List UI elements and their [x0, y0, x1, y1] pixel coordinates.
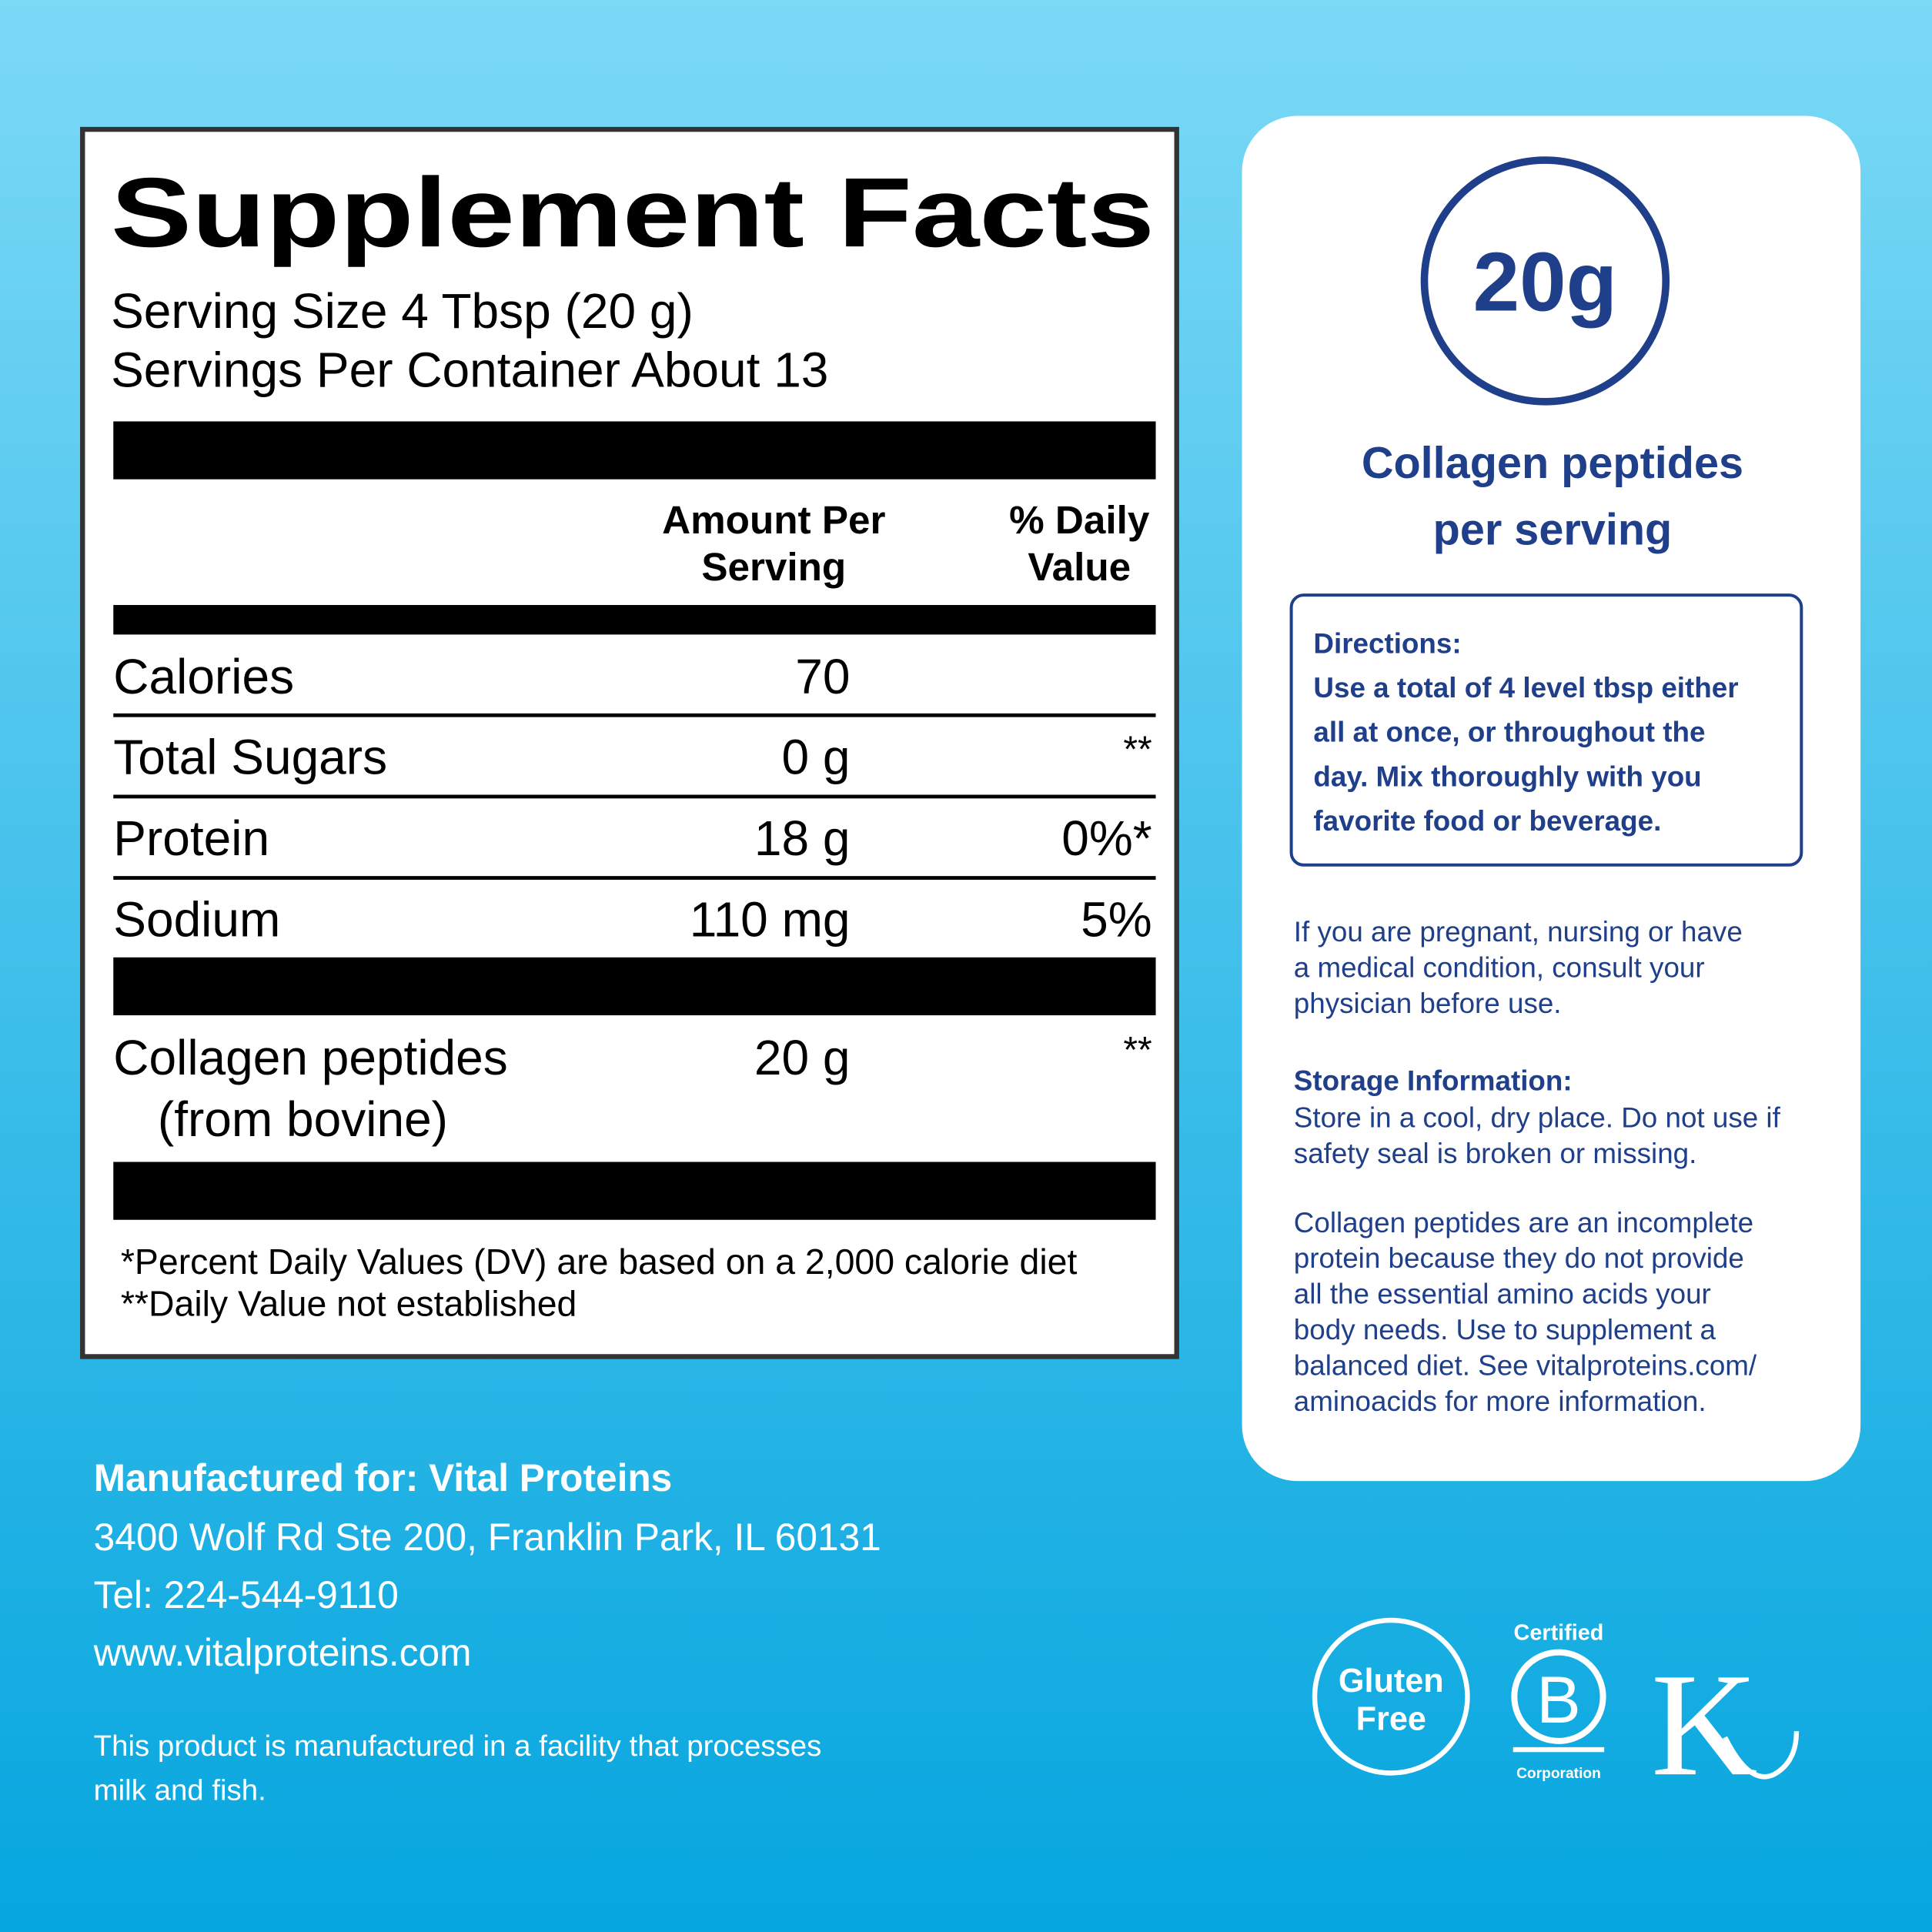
manufacturer-line: www.vitalproteins.com — [93, 1631, 472, 1674]
card-text: Store in a cool, dry place. Do not use i… — [1294, 1102, 1781, 1134]
manufacturer: Manufactured for: Vital Proteins 3400 Wol… — [93, 1456, 881, 1807]
manufacturer-line: Tel: 224-544-9110 — [94, 1573, 399, 1616]
nutrient-name: Protein — [113, 811, 269, 866]
gluten-free-badge — [1312, 1617, 1470, 1776]
card-text: a medical condition, consult your — [1294, 951, 1705, 983]
card-text: physician before use. — [1294, 988, 1562, 1019]
daily-value: 5% — [1081, 892, 1152, 948]
card-text: Use a total of 4 level tbsp either — [1313, 672, 1738, 704]
footnote: **Daily Value not established — [121, 1284, 577, 1324]
footnote: *Percent Daily Values (DV) are based on … — [121, 1242, 1078, 1282]
kosher-swash — [1723, 1731, 1800, 1780]
row-rule — [113, 876, 1156, 880]
badge-text: Free — [1356, 1700, 1426, 1737]
badge-text: B — [1536, 1663, 1581, 1737]
card-text: favorite food or beverage. — [1313, 805, 1661, 837]
facts-panel — [80, 126, 1179, 1359]
caption: per serving — [1433, 506, 1673, 555]
daily-value: 0%* — [1061, 811, 1152, 866]
card-text: protein because they do not provide — [1294, 1242, 1744, 1274]
card-text: all the essential amino acids your — [1294, 1279, 1711, 1310]
nutrient-amount: 70 — [795, 649, 850, 704]
b-corp-ring — [1511, 1649, 1606, 1744]
kosher-mark: K — [1651, 1643, 1758, 1807]
card-text: Collagen peptides are an incomplete — [1294, 1207, 1753, 1238]
daily-value: ** — [1123, 729, 1152, 770]
rule-bar — [113, 957, 1156, 1016]
facts: Supplement Facts Serving Size 4 Tbsp (20 … — [111, 158, 1156, 1324]
nutrient-name: Calories — [113, 649, 294, 704]
allergen-line: milk and fish. — [94, 1774, 266, 1807]
manufacturer-line: 3400 Wolf Rd Ste 200, Franklin Park, IL … — [94, 1516, 881, 1559]
column-header: Serving — [701, 545, 846, 589]
card-text: day. Mix thoroughly with you — [1313, 760, 1701, 792]
manufacturer-heading: Manufactured for: Vital Proteins — [94, 1456, 673, 1499]
nutrient-amount: 0 g — [782, 729, 851, 784]
nutrient-name: Total Sugars — [113, 729, 387, 784]
amount-circle — [1420, 156, 1670, 406]
card-text: safety seal is broken or missing. — [1294, 1138, 1697, 1169]
rule-bar — [113, 421, 1156, 480]
card-text: If you are pregnant, nursing or have — [1294, 916, 1743, 948]
row-rule — [113, 794, 1156, 799]
column-header: Amount Per — [662, 498, 885, 542]
badge-text: Gluten — [1339, 1663, 1444, 1700]
rule-bar — [113, 1162, 1156, 1220]
nutrient-name: Collagen peptides — [113, 1030, 508, 1085]
card-text: aminoacids for more information. — [1294, 1385, 1706, 1417]
card-text: balanced diet. See vitalproteins.com/ — [1294, 1349, 1757, 1381]
rule-bar — [113, 604, 1156, 635]
nutrient-amount: 20 g — [754, 1030, 851, 1085]
servings: Servings Per Container About 13 — [111, 343, 828, 398]
serving-size: Serving Size 4 Tbsp (20 g) — [111, 283, 694, 339]
directions-box — [1289, 593, 1803, 867]
column-header: Value — [1028, 545, 1131, 589]
column-header: % Daily — [1009, 498, 1150, 542]
amount: 20g — [1473, 235, 1618, 329]
card-text: Directions: — [1313, 627, 1461, 659]
info-card — [1242, 115, 1861, 1482]
nutrient-amount: 110 mg — [690, 892, 851, 948]
allergen-line: This product is manufactured in a facili… — [94, 1730, 822, 1763]
card-text: Storage Information: — [1294, 1065, 1573, 1097]
nutrient-name: (from bovine) — [158, 1091, 448, 1147]
nutrient-amount: 18 g — [754, 811, 851, 866]
badge-text: Certified — [1514, 1621, 1604, 1646]
title: Supplement Facts — [111, 158, 1155, 268]
caption: Collagen peptides — [1362, 439, 1743, 488]
card-text: Directions: Use a total of 4 level tbsp e… — [1294, 627, 1781, 1416]
row-rule — [113, 713, 1156, 717]
nutrient-name: Sodium — [113, 892, 280, 948]
daily-value: ** — [1123, 1030, 1152, 1071]
card-text: all at once, or throughout the — [1313, 717, 1705, 748]
badge-text: Corporation — [1516, 1766, 1601, 1782]
card-text: body needs. Use to supplement a — [1294, 1314, 1716, 1345]
